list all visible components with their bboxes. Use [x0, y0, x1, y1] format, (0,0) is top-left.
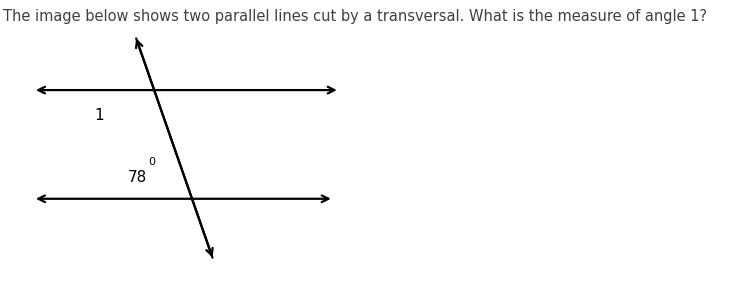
Text: 1: 1 [94, 108, 104, 123]
Text: 78: 78 [128, 170, 147, 185]
Text: The image below shows two parallel lines cut by a transversal. What is the measu: The image below shows two parallel lines… [3, 9, 707, 23]
Text: 0: 0 [148, 157, 156, 166]
